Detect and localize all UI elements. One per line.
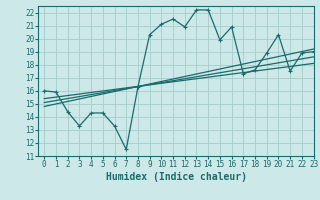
X-axis label: Humidex (Indice chaleur): Humidex (Indice chaleur) — [106, 172, 246, 182]
